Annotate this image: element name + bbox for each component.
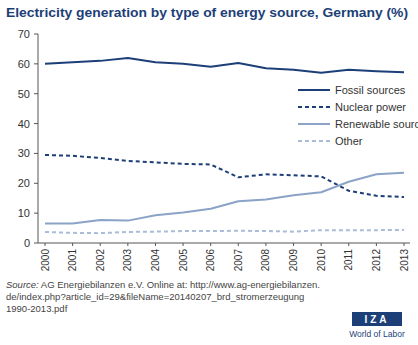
source-line: de/index.php?article_id=29&fileName=2014… xyxy=(6,291,304,302)
legend-label: Nuclear power xyxy=(335,101,406,113)
y-tick xyxy=(34,183,38,184)
x-tick-label: 2002 xyxy=(95,249,106,272)
x-tick xyxy=(155,243,156,246)
x-tick xyxy=(376,243,377,246)
series-line xyxy=(45,155,404,197)
y-tick xyxy=(34,34,38,35)
x-tick-label: 2006 xyxy=(205,249,216,272)
y-tick xyxy=(34,63,38,64)
x-tick-label: 2011 xyxy=(343,249,354,271)
title: Electricity generation by type of energy… xyxy=(6,6,408,20)
x-tick xyxy=(321,243,322,246)
y-tick xyxy=(34,213,38,214)
x-tick-label: 2012 xyxy=(371,249,382,272)
x-axis xyxy=(38,243,410,244)
logo-box xyxy=(352,312,402,326)
source-line: 1990-2013.pdf xyxy=(6,303,68,314)
x-tick-label: 2007 xyxy=(233,249,244,272)
x-tick xyxy=(238,243,239,246)
legend-swatch xyxy=(298,140,330,142)
y-tick-label: 10 xyxy=(18,207,30,219)
logo: IZA World of Labor xyxy=(349,312,405,339)
legend-label: Fossil sources xyxy=(335,84,406,96)
y-tick-label: 60 xyxy=(18,58,30,70)
x-tick xyxy=(348,243,349,246)
y-tick-label: 30 xyxy=(18,147,30,159)
legend-swatch xyxy=(298,123,330,125)
x-tick xyxy=(100,243,101,246)
x-tick xyxy=(210,243,211,246)
y-axis xyxy=(38,34,39,243)
y-tick xyxy=(34,93,38,94)
y-tick xyxy=(34,123,38,124)
x-tick xyxy=(72,243,73,246)
y-tick xyxy=(34,153,38,154)
x-tick-label: 2010 xyxy=(316,249,327,272)
logo-subtitle: World of Labor xyxy=(349,329,405,339)
x-tick-label: 2000 xyxy=(40,249,51,272)
x-tick xyxy=(293,243,294,246)
y-tick-label: 40 xyxy=(18,118,30,130)
x-tick xyxy=(45,243,46,246)
legend-label: Renewable sources xyxy=(335,118,418,130)
y-tick-label: 70 xyxy=(18,28,30,40)
x-tick-label: 2009 xyxy=(288,249,299,272)
legend-label: Other xyxy=(335,135,363,147)
x-tick-label: 2005 xyxy=(178,249,189,272)
series-line xyxy=(45,58,404,73)
chart: Electricity generation by type of energy… xyxy=(0,0,418,345)
x-tick xyxy=(183,243,184,246)
x-tick xyxy=(265,243,266,246)
x-tick-label: 2003 xyxy=(122,249,133,272)
x-tick-label: 2008 xyxy=(260,249,271,272)
x-tick-label: 2004 xyxy=(150,249,161,272)
y-tick xyxy=(34,243,38,244)
x-tick xyxy=(127,243,128,246)
legend-swatch xyxy=(298,89,330,91)
y-tick-label: 20 xyxy=(18,177,30,189)
x-tick-label: 2013 xyxy=(399,249,410,272)
x-tick xyxy=(404,243,405,246)
legend: Fossil sources Nuclear power Renewable sou… xyxy=(298,84,418,147)
y-tick-label: 0 xyxy=(24,237,30,249)
y-tick-label: 50 xyxy=(18,88,30,100)
legend-swatch xyxy=(298,106,330,108)
x-tick-label: 2001 xyxy=(67,249,78,272)
logo-name: IZA xyxy=(364,314,389,325)
source-line: Source: AG Energiebilanzen e.V. Online a… xyxy=(6,279,320,290)
series-line xyxy=(45,230,404,233)
series-line xyxy=(45,173,404,224)
